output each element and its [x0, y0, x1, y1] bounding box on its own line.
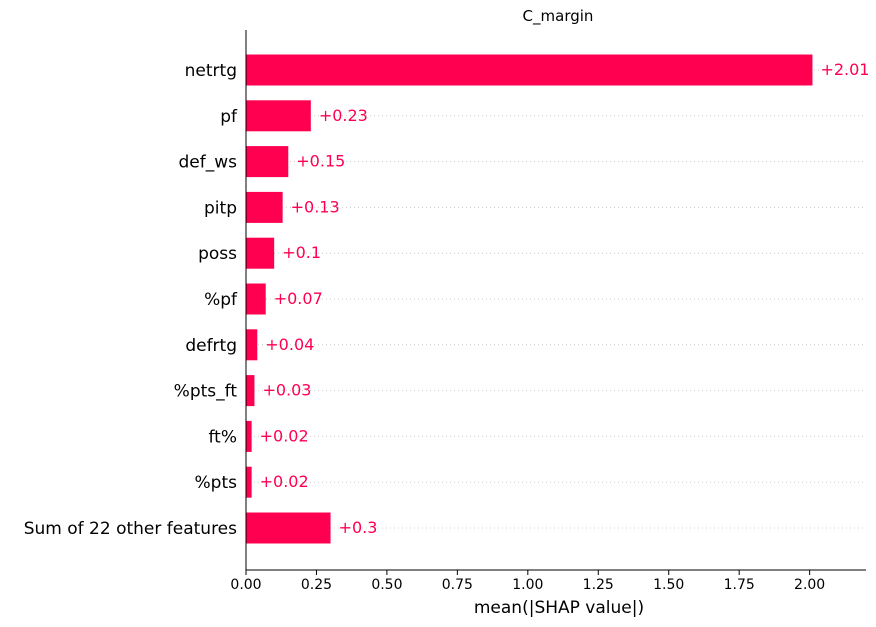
x-tick-label-1: 0.25: [301, 577, 332, 593]
feature-label-0: netrtg: [185, 61, 237, 81]
bar-3: [246, 191, 283, 223]
bar-8: [246, 420, 252, 452]
bar-0: [246, 54, 813, 86]
bar-2: [246, 146, 289, 178]
feature-label-1: pf: [220, 107, 238, 127]
feature-label-4: poss: [198, 244, 237, 264]
value-label-0: +2.01: [820, 60, 869, 79]
value-label-7: +0.03: [262, 381, 311, 400]
x-tick-label-3: 0.75: [442, 577, 473, 593]
value-labels: +2.01 +0.23 +0.15 +0.13 +0.1 +0.07 +0.04 +0.03 +…: [260, 60, 870, 537]
x-tick-label-8: 2.00: [794, 577, 825, 593]
feature-label-2: def_ws: [179, 153, 238, 173]
value-label-6: +0.04: [265, 335, 314, 354]
feature-label-10: Sum of 22 other features: [24, 519, 237, 539]
value-label-1: +0.23: [319, 106, 368, 125]
bar-6: [246, 329, 258, 361]
value-label-5: +0.07: [274, 289, 323, 308]
bar-4: [246, 237, 275, 269]
x-tick-label-5: 1.25: [583, 577, 614, 593]
value-label-4: +0.1: [282, 243, 321, 262]
bar-9: [246, 466, 252, 498]
axes: 0.00 0.25 0.50 0.75 1.00 1.25 1.50 1.75 2.00: [230, 30, 866, 593]
bar-7: [246, 375, 255, 407]
gridlines: [246, 69, 866, 529]
feature-label-5: %pf: [204, 290, 238, 310]
feature-label-9: %pts: [195, 473, 238, 493]
value-label-9: +0.02: [260, 472, 309, 491]
x-tick-label-0: 0.00: [230, 577, 261, 593]
value-label-3: +0.13: [291, 197, 340, 216]
x-tick-label-6: 1.50: [653, 577, 684, 593]
x-tick-label-7: 1.75: [724, 577, 755, 593]
x-tick-label-4: 1.00: [512, 577, 543, 593]
feature-label-7: %pts_ft: [174, 382, 238, 402]
bar-10: [246, 512, 331, 544]
bars: [246, 54, 813, 544]
x-axis-label: mean(|SHAP value|): [474, 598, 644, 618]
feature-label-6: defrtg: [185, 336, 237, 356]
chart-title: C_margin: [523, 7, 594, 26]
value-label-8: +0.02: [260, 426, 309, 445]
bar-1: [246, 100, 311, 132]
feature-label-8: ft%: [208, 427, 237, 447]
bar-5: [246, 283, 266, 315]
value-label-10: +0.3: [339, 518, 378, 537]
feature-label-3: pitp: [204, 198, 237, 218]
x-tick-label-2: 0.50: [371, 577, 402, 593]
value-label-2: +0.15: [296, 152, 345, 171]
